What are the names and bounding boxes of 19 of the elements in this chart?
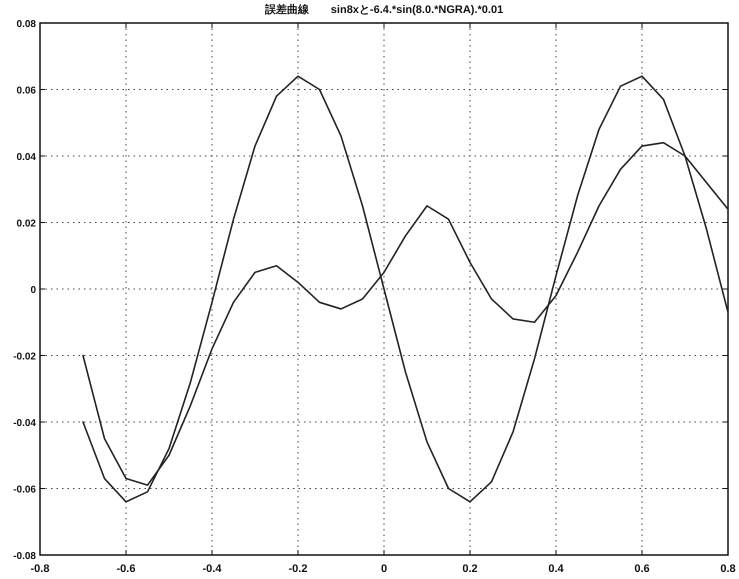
xtick: 0.6 — [634, 563, 650, 575]
xtick: -0.2 — [288, 563, 308, 575]
xtick: -0.8 — [30, 563, 50, 575]
ytick: 0.06 — [16, 86, 36, 96]
title: 誤差曲線 sin8xと-6.4.*sin(8.0.*NGRA).*0.01 — [264, 4, 504, 16]
ytick: -0.04 — [13, 418, 36, 429]
xtick: 0.2 — [462, 563, 478, 575]
xtick: 0 — [380, 563, 388, 575]
ytick: 0.08 — [16, 19, 36, 30]
ytick: 0.02 — [16, 218, 36, 230]
ytick: 0.04 — [16, 152, 36, 163]
ytick: 0 — [30, 285, 36, 296]
xtick: -0.4 — [202, 563, 222, 575]
ytick: -0.06 — [13, 484, 36, 496]
xtick: -0.6 — [116, 563, 136, 575]
xtick: 0.8 — [720, 563, 736, 575]
ytick: -0.02 — [13, 352, 36, 362]
xtick: 0.4 — [548, 563, 564, 575]
ytick: -0.08 — [13, 551, 36, 562]
